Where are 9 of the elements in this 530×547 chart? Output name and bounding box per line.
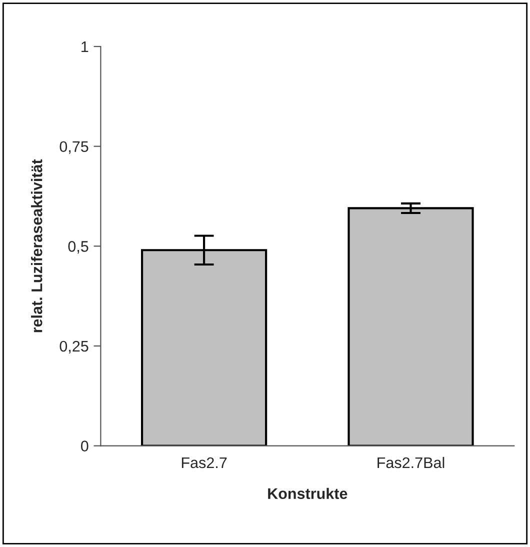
- x-axis-title: Konstrukte: [268, 488, 348, 500]
- y-axis-title: relat. Luziferaseaktivität: [31, 159, 42, 332]
- y-tick-label: 1: [82, 42, 88, 52]
- y-tick-label: 0,75: [60, 141, 88, 154]
- y-tick-label: 0: [80, 440, 88, 452]
- y-tick-label: 0,25: [60, 340, 88, 354]
- y-tick-label: 0,5: [68, 241, 88, 254]
- x-tick-label: Fas2.7Bal: [378, 456, 444, 468]
- x-tick-label: Fas2.7: [182, 457, 227, 468]
